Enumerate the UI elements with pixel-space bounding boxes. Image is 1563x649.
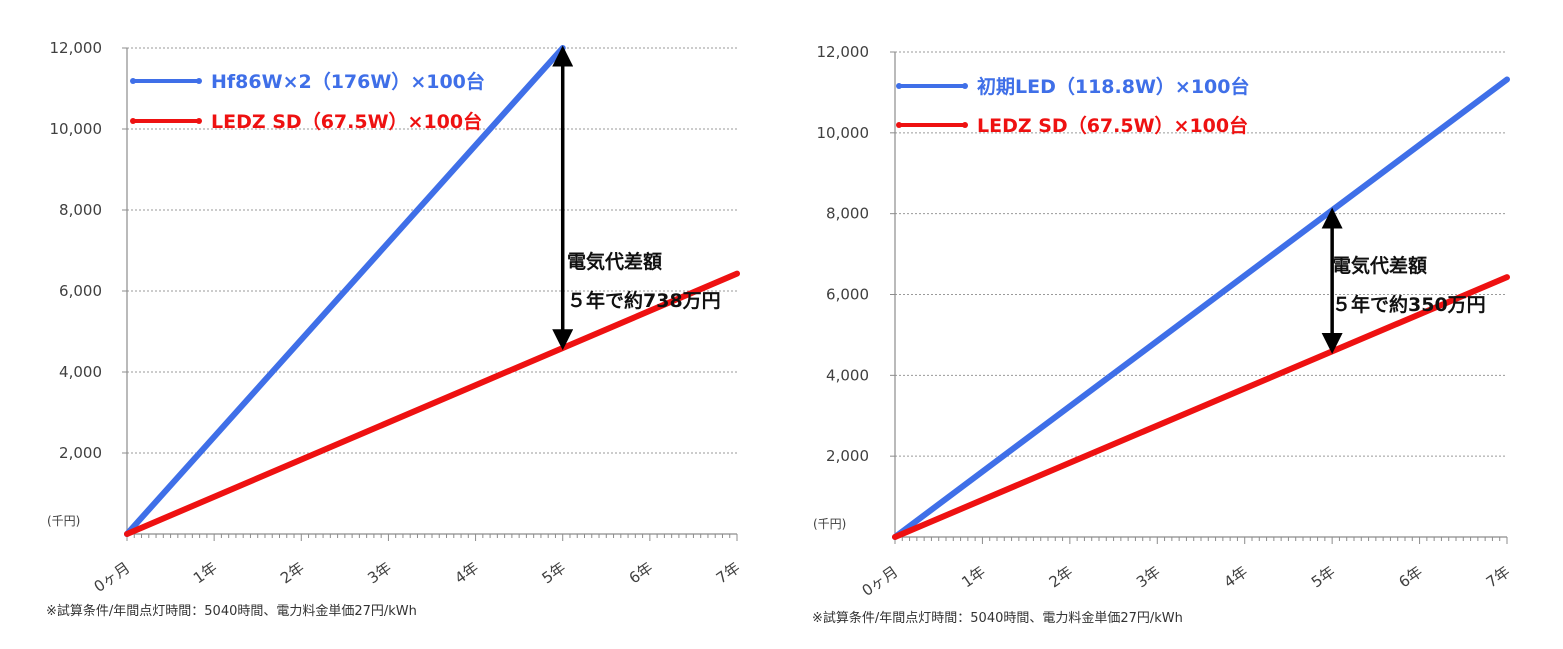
x-tick-label: 3年: [364, 559, 394, 588]
annotation-value: ５年で約738万円: [567, 289, 721, 312]
y-tick-label: 2,000: [59, 444, 102, 462]
x-tick-label: 6年: [626, 559, 656, 588]
legend-label: 初期LED（118.8W）×100台: [977, 75, 1250, 98]
x-tick-label: 6年: [1395, 563, 1425, 592]
series-line-1: [124, 270, 740, 537]
legend-marker: [196, 78, 202, 84]
series-line-0: [124, 45, 566, 537]
legend-label: LEDZ SD（67.5W）×100台: [211, 110, 482, 133]
legend-marker: [962, 122, 968, 128]
chart-note: ※試算条件/年間点灯時間：5040時間、電力料金単価27円/kWh: [46, 604, 417, 619]
x-tick-label: 4年: [1221, 563, 1251, 592]
y-tick-label: 4,000: [826, 366, 869, 384]
chart-right-svg: 12,000 10,000 8,000 6,000 4,000 2,000 0ヶ月 1年 2年 3…: [813, 43, 1513, 600]
unit-label: (千円): [47, 514, 80, 528]
unit-label: (千円): [813, 517, 846, 531]
chart-left-svg: 12,000 10,000 8,000 6,000 4,000 2,000 0ヶ月 1年 2年 3…: [47, 39, 743, 596]
x-tick-label: 2年: [277, 559, 307, 588]
chart-panel-right: 12,000 10,000 8,000 6,000 4,000 2,000 0ヶ月 1年 2年 3…: [782, 0, 1563, 649]
series-line-0: [892, 76, 1510, 540]
y-tick-label: 10,000: [50, 120, 103, 138]
legend-marker: [896, 83, 902, 89]
x-tick-label: 3年: [1133, 563, 1163, 592]
legend-label: Hf86W×2（176W）×100台: [211, 70, 485, 93]
x-tick-label: 5年: [539, 559, 569, 588]
x-tick-label: 0ヶ月: [859, 563, 902, 600]
legend-marker: [196, 118, 202, 124]
legend-marker: [962, 83, 968, 89]
chart-panel-left: 12,000 10,000 8,000 6,000 4,000 2,000 0ヶ月 1年 2年 3…: [0, 0, 781, 649]
y-tick-label: 10,000: [817, 124, 870, 142]
y-tick-label: 6,000: [59, 282, 102, 300]
annotation-title: 電気代差額: [567, 250, 662, 273]
y-tick-label: 8,000: [59, 201, 102, 219]
legend-label: LEDZ SD（67.5W）×100台: [977, 114, 1248, 137]
x-tick-label: 5年: [1308, 563, 1338, 592]
x-tick-label: 1年: [958, 563, 988, 592]
y-tick-label: 6,000: [826, 286, 869, 304]
x-tick-label: 0ヶ月: [91, 559, 134, 596]
series-line-1: [892, 274, 1510, 540]
x-tick-label: 1年: [190, 559, 220, 588]
y-tick-label: 8,000: [826, 205, 869, 223]
legend-marker: [130, 118, 136, 124]
x-tick-label: 7年: [1483, 563, 1513, 592]
annotation-value: ５年で約350万円: [1332, 293, 1486, 316]
x-tick-label: 7年: [713, 559, 743, 588]
x-tick-label: 4年: [451, 559, 481, 588]
y-tick-label: 4,000: [59, 363, 102, 381]
legend-marker: [130, 78, 136, 84]
y-tick-label: 2,000: [826, 447, 869, 465]
y-tick-label: 12,000: [50, 39, 103, 57]
annotation-title: 電気代差額: [1332, 254, 1427, 277]
x-tick-label: 2年: [1046, 563, 1076, 592]
legend-marker: [896, 122, 902, 128]
y-tick-label: 12,000: [817, 43, 870, 61]
chart-note: ※試算条件/年間点灯時間：5040時間、電力料金単価27円/kWh: [812, 611, 1183, 626]
